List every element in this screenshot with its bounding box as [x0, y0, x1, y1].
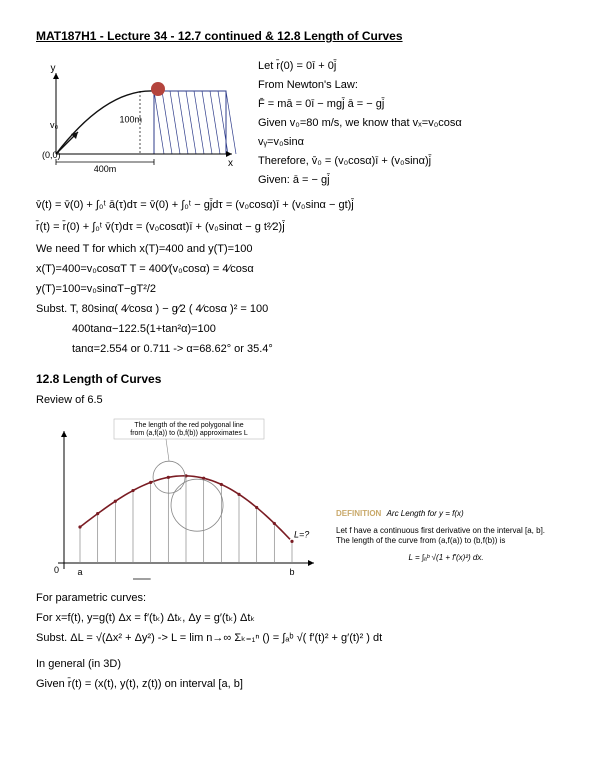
svg-text:a: a [77, 567, 82, 577]
definition-label: DEFINITION [336, 509, 381, 518]
section-subtext: Review of 6.5 [36, 393, 559, 409]
equation: r̄(t) = r̄(0) + ∫₀ᵗ v̄(τ)dτ = (v₀cosαt)ī… [36, 220, 559, 236]
derivation-line: Subst. T, 80sinα( 4⁄cosα ) − g⁄2 ( 4⁄cos… [36, 302, 559, 318]
svg-text:400m: 400m [94, 164, 117, 174]
intro-line: Let r̄(0) = 0ī + 0j̄ [258, 59, 559, 75]
parametric-line: For x=f(t), y=g(t) Δx = f′(tₖ) Δtₖ, Δy =… [36, 611, 559, 627]
svg-text:Δx: Δx [136, 582, 147, 583]
intro-line: Given: ā = − gj̄ [258, 173, 559, 189]
svg-text:x: x [228, 158, 233, 169]
derivation-line: tanα=2.554 or 0.711 -> α=68.62° or 35.4° [72, 342, 559, 358]
svg-text:L=?: L=? [294, 529, 309, 539]
svg-text:(0,0): (0,0) [42, 150, 61, 160]
intro-line: Therefore, v̄₀ = (v₀cosα)ī + (v₀sinα)j̄ [258, 154, 559, 170]
equation: v̄(t) = v̄(0) + ∫₀ᵗ ā(τ)dτ = v̄(0) + ∫₀ᵗ… [36, 198, 559, 214]
definition-equation: L = ∫ₐᵇ √(1 + f′(x)²) dx. [336, 553, 556, 564]
derivation-line: 400tanα−122.5(1+tan²α)=100 [72, 322, 559, 338]
svg-text:The length of the red polygona: The length of the red polygonal line [134, 422, 243, 429]
intro-line: From Newton's Law: [258, 78, 559, 94]
svg-text:b: b [289, 567, 294, 577]
intro-block: Let r̄(0) = 0ī + 0j̄ From Newton's Law: … [258, 59, 559, 192]
intro-line: Given v₀=80 m/s, we know that vₓ=v₀cosα [258, 116, 559, 132]
svg-text:y: y [51, 63, 56, 74]
section-heading: 12.8 Length of Curves [36, 371, 559, 388]
arclength-figure: 0 a b Δx L=? The length of the red polygonal … [36, 413, 559, 583]
derivation-line: We need T for which x(T)=400 and y(T)=10… [36, 242, 559, 258]
projectile-figure: y x (0,0) v₀ 100m 400m [36, 59, 246, 192]
definition-box: DEFINITION Arc Length for y = f(x) Let f… [336, 509, 556, 570]
svg-text:from (a,f(a)) to (b,f(b)) appr: from (a,f(a)) to (b,f(b)) approximates L [130, 430, 248, 437]
svg-text:v₀: v₀ [50, 120, 59, 130]
svg-text:0: 0 [54, 565, 59, 575]
general-line: Given r̄(t) = (x(t), y(t), z(t)) on inte… [36, 677, 559, 693]
derivation-line: x(T)=400=v₀cosαT T = 400⁄(v₀cosα) = 4⁄co… [36, 262, 559, 278]
definition-head: Arc Length for y = f(x) [387, 509, 464, 518]
svg-text:100m: 100m [119, 115, 142, 125]
definition-text: Let f have a continuous first derivative… [336, 526, 556, 548]
general-line: In general (in 3D) [36, 657, 559, 673]
parametric-line: For parametric curves: [36, 591, 559, 607]
intro-line: vᵧ=v₀sinα [258, 135, 559, 151]
intro-line: F̄ = mā = 0ī − mgj̄ ā = − gj̄ [258, 97, 559, 113]
parametric-line: Subst. ΔL = √(Δx² + Δy²) -> L = lim n→∞ … [36, 631, 559, 647]
figure1-row: y x (0,0) v₀ 100m 400m Let r̄(0) = 0ī + 0j̄ F… [36, 59, 559, 192]
derivation-line: y(T)=100=v₀sinαT−gT²/2 [36, 282, 559, 298]
page-title: MAT187H1 - Lecture 34 - 12.7 continued &… [36, 28, 559, 45]
